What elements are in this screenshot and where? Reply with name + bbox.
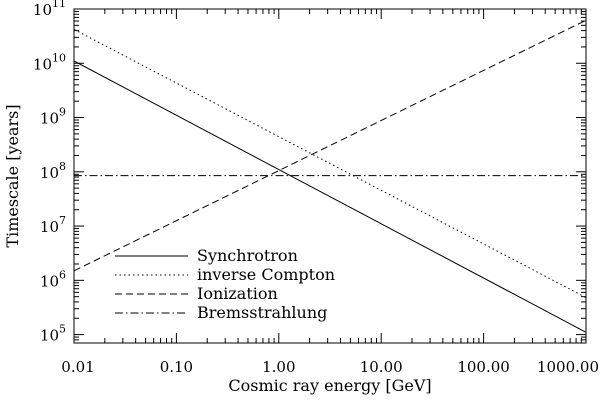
axis-ticks [73, 8, 586, 344]
series-line-ionization [73, 19, 587, 272]
y-tick-label: 105 [40, 323, 66, 345]
y-tick-label: 107 [40, 214, 66, 236]
y-axis-title: Timescale [years] [3, 104, 22, 247]
y-tick-label: 1010 [33, 51, 66, 73]
legend-label: Bremsstrahlung [197, 303, 327, 322]
x-axis-title: Cosmic ray energy [GeV] [228, 376, 431, 395]
legend-label: inverse Compton [197, 265, 335, 284]
x-tick-label: 100.00 [457, 358, 510, 376]
x-tick-labels: 0.01 0.10 1.00 10.00 100.00 1000.00 [61, 358, 599, 376]
x-tick-label: 0.01 [61, 358, 94, 376]
series-line-inverse-compton [73, 28, 587, 299]
x-tick-label: 1.00 [262, 358, 295, 376]
y-tick-labels: 105 106 107 108 109 1010 1011 [33, 0, 66, 345]
x-tick-label: 1000.00 [537, 358, 599, 376]
x-tick-label: 10.00 [360, 358, 403, 376]
y-tick-label: 1011 [33, 0, 66, 19]
y-tick-label: 106 [40, 268, 66, 290]
y-tick-label: 108 [40, 160, 66, 182]
legend-label: Ionization [197, 284, 278, 303]
series-lines [73, 19, 587, 333]
legend-label: Synchrotron [197, 246, 298, 265]
y-tick-label: 109 [40, 106, 66, 128]
series-line-synchrotron [73, 60, 587, 333]
x-tick-label: 0.10 [160, 358, 193, 376]
